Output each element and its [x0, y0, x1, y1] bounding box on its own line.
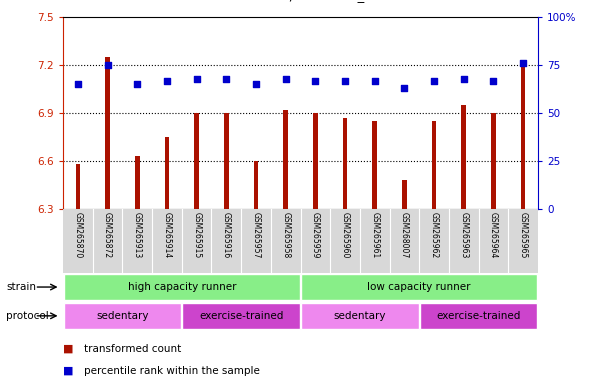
- Point: [340, 78, 350, 84]
- Text: GSM265958: GSM265958: [281, 212, 290, 259]
- Point: [281, 76, 290, 82]
- Bar: [224, 113, 228, 209]
- Point: [192, 76, 201, 82]
- Bar: [521, 65, 525, 209]
- Text: GSM265959: GSM265959: [311, 212, 320, 259]
- Point: [132, 81, 142, 88]
- Point: [311, 78, 320, 84]
- Bar: [165, 137, 169, 209]
- Text: transformed count: transformed count: [84, 344, 182, 354]
- Point: [489, 78, 498, 84]
- FancyBboxPatch shape: [301, 303, 419, 329]
- Bar: [194, 113, 199, 209]
- Text: sedentary: sedentary: [96, 311, 148, 321]
- Text: GSM265914: GSM265914: [162, 212, 171, 259]
- Text: GDS4035 / 1381403_at: GDS4035 / 1381403_at: [223, 0, 378, 2]
- FancyBboxPatch shape: [182, 303, 300, 329]
- Text: GSM265962: GSM265962: [430, 212, 439, 259]
- Text: strain: strain: [6, 282, 36, 292]
- Text: GSM265915: GSM265915: [192, 212, 201, 259]
- Point: [73, 81, 83, 88]
- Text: GSM265957: GSM265957: [251, 212, 260, 259]
- Bar: [105, 57, 110, 209]
- Bar: [432, 121, 436, 209]
- Bar: [491, 113, 496, 209]
- Bar: [402, 180, 407, 209]
- Text: exercise-trained: exercise-trained: [199, 311, 283, 321]
- FancyBboxPatch shape: [419, 303, 537, 329]
- Point: [103, 62, 112, 68]
- Text: percentile rank within the sample: percentile rank within the sample: [84, 366, 260, 376]
- Bar: [135, 156, 139, 209]
- Text: GSM265960: GSM265960: [341, 212, 350, 259]
- Point: [162, 78, 172, 84]
- Text: GSM265916: GSM265916: [222, 212, 231, 259]
- Text: ■: ■: [63, 344, 73, 354]
- Bar: [76, 164, 80, 209]
- Text: sedentary: sedentary: [334, 311, 386, 321]
- Text: high capacity runner: high capacity runner: [127, 282, 236, 292]
- Point: [370, 78, 379, 84]
- Bar: [313, 113, 317, 209]
- FancyBboxPatch shape: [64, 274, 300, 300]
- Bar: [373, 121, 377, 209]
- Point: [400, 85, 409, 91]
- Text: GSM268007: GSM268007: [400, 212, 409, 259]
- Text: protocol: protocol: [6, 311, 49, 321]
- Text: GSM265961: GSM265961: [370, 212, 379, 259]
- Text: GSM265872: GSM265872: [103, 212, 112, 258]
- Bar: [254, 161, 258, 209]
- Text: GSM265965: GSM265965: [519, 212, 528, 259]
- Bar: [462, 105, 466, 209]
- Point: [429, 78, 439, 84]
- Bar: [284, 110, 288, 209]
- Text: GSM265870: GSM265870: [73, 212, 82, 259]
- Text: GSM265913: GSM265913: [133, 212, 142, 259]
- Text: exercise-trained: exercise-trained: [436, 311, 520, 321]
- Point: [518, 60, 528, 66]
- Text: ■: ■: [63, 366, 73, 376]
- Point: [222, 76, 231, 82]
- Point: [251, 81, 261, 88]
- Text: GSM265963: GSM265963: [459, 212, 468, 259]
- Text: low capacity runner: low capacity runner: [367, 282, 471, 292]
- Text: GSM265964: GSM265964: [489, 212, 498, 259]
- Bar: [343, 118, 347, 209]
- FancyBboxPatch shape: [301, 274, 537, 300]
- Point: [459, 76, 469, 82]
- FancyBboxPatch shape: [64, 303, 182, 329]
